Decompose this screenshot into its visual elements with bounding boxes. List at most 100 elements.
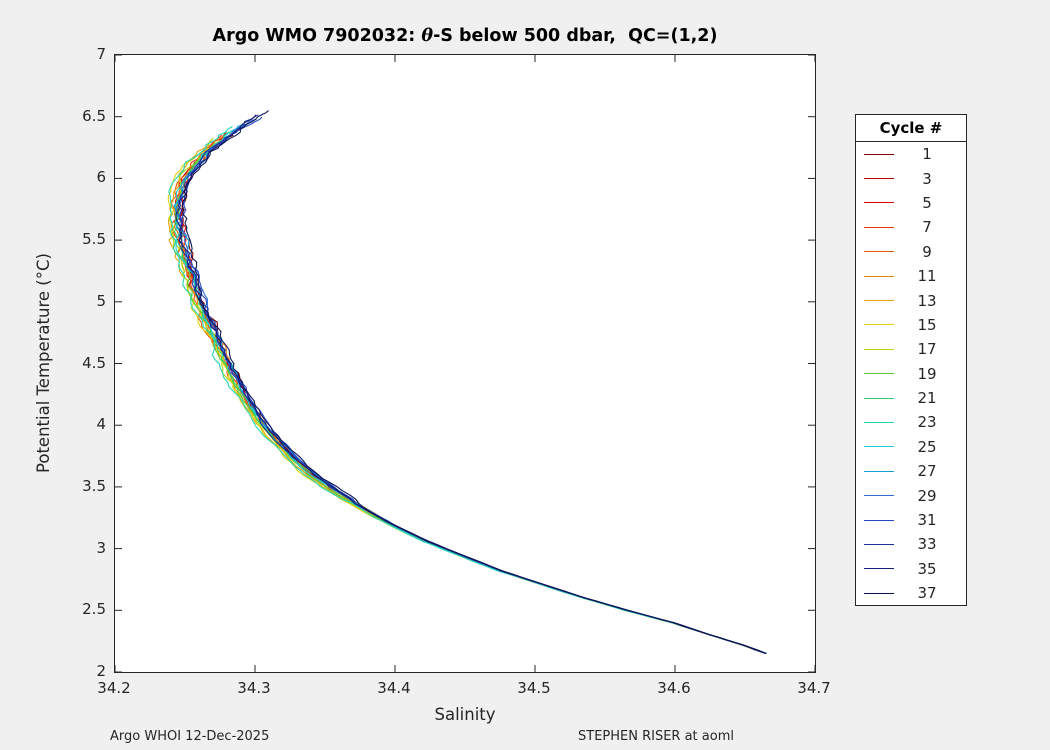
cycle-curve-25: [174, 123, 767, 655]
theta-s-curves: [115, 55, 815, 672]
legend-item-label: 29: [917, 486, 937, 505]
legend-items: 1 3 5 7 9 11 13 15 17 19 21 23 25 27 29 31 33 35 37: [856, 142, 966, 605]
cycle-curve-13: [167, 141, 767, 655]
x-tick-label: 34.4: [377, 679, 411, 697]
cycle-curve-35: [175, 114, 766, 655]
x-tick-label: 34.7: [797, 679, 831, 697]
legend-item-label: 1: [922, 145, 932, 164]
cycle-curve-27: [173, 123, 767, 655]
y-tick-label: 2.5: [82, 600, 106, 619]
cycle-curve-31: [178, 116, 766, 655]
legend-item: 11: [856, 264, 966, 288]
chart-title-suffix: -S below 500 dbar, QC=(1,2): [433, 26, 718, 46]
footer-right: STEPHEN RISER at aoml: [578, 729, 734, 744]
legend-item: 21: [856, 386, 966, 410]
legend-line-sample: [864, 348, 894, 350]
legend-item-label: 3: [922, 169, 932, 188]
legend-line-sample: [864, 300, 894, 302]
legend-line-sample: [864, 421, 894, 423]
x-tick-label: 34.5: [517, 679, 551, 697]
legend-item-label: 33: [917, 535, 937, 554]
legend-item-label: 21: [917, 389, 937, 408]
y-tick-label: 5.5: [82, 230, 106, 249]
legend-item-label: 11: [917, 267, 937, 286]
legend-item: 9: [856, 240, 966, 264]
cycle-curve-3: [175, 131, 767, 655]
legend-line-sample: [864, 251, 894, 253]
legend-line-sample: [864, 495, 894, 497]
theta-symbol: θ: [421, 26, 434, 46]
legend-item-label: 31: [917, 511, 937, 530]
legend-line-sample: [864, 446, 894, 448]
cycle-curve-19: [174, 132, 767, 655]
legend-line-sample: [864, 519, 894, 521]
cycle-curve-33: [177, 114, 766, 655]
cycle-curve-7: [170, 134, 767, 655]
legend-item-label: 15: [917, 315, 937, 334]
cycle-curve-5: [178, 137, 767, 655]
legend-line-sample: [864, 324, 894, 326]
legend-item-label: 35: [917, 559, 937, 578]
cycle-curve-29: [175, 118, 767, 655]
footer-left: Argo WHOI 12-Dec-2025: [110, 729, 270, 744]
legend-line-sample: [864, 470, 894, 472]
legend-line-sample: [864, 397, 894, 399]
cycle-curve-23: [168, 126, 767, 655]
legend-item: 7: [856, 215, 966, 239]
legend-item: 1: [856, 142, 966, 166]
cycle-curve-37: [181, 110, 767, 655]
legend-item: 35: [856, 557, 966, 581]
legend-line-sample: [864, 226, 894, 228]
legend-item: 15: [856, 313, 966, 337]
legend-item: 31: [856, 508, 966, 532]
legend-item-label: 25: [917, 437, 937, 456]
y-tick-label: 4.5: [82, 353, 106, 372]
y-tick-label: 6.5: [82, 106, 106, 125]
plot-area: [114, 54, 816, 673]
cycle-curve-15: [167, 144, 766, 655]
y-tick-label: 2: [96, 662, 106, 680]
x-tick-label: 34.6: [657, 679, 691, 697]
legend-item-label: 19: [917, 364, 937, 383]
cycle-curve-21: [173, 128, 767, 655]
legend-item: 19: [856, 362, 966, 386]
y-tick-label: 4: [96, 415, 106, 434]
chart-title-prefix: Argo WMO 7902032:: [212, 26, 422, 46]
legend: Cycle # 1 3 5 7 9 11 13 15 17 19 21 23 25 27 29 31 33 35 3…: [855, 114, 967, 607]
cycle-curve-1: [180, 134, 767, 655]
legend-line-sample: [864, 373, 894, 375]
y-tick-label: 3: [96, 538, 106, 557]
legend-item: 25: [856, 435, 966, 459]
y-tick-label: 7: [96, 45, 106, 63]
legend-item: 29: [856, 483, 966, 507]
legend-item-label: 37: [917, 584, 937, 603]
x-tick-label: 34.2: [97, 679, 131, 697]
legend-item: 37: [856, 581, 966, 605]
legend-item-label: 9: [922, 242, 932, 261]
legend-item-label: 5: [922, 193, 932, 212]
y-tick-label: 6: [96, 168, 106, 187]
legend-line-sample: [864, 178, 894, 180]
legend-item: 13: [856, 288, 966, 312]
legend-title: Cycle #: [856, 115, 966, 142]
chart-title: Argo WMO 7902032: θ-S below 500 dbar, QC…: [115, 26, 815, 46]
legend-line-sample: [864, 275, 894, 277]
legend-line-sample: [864, 153, 894, 155]
legend-line-sample: [864, 202, 894, 204]
legend-item-label: 17: [917, 340, 937, 359]
legend-item: 3: [856, 166, 966, 190]
cycle-curve-17: [171, 137, 767, 655]
legend-item-label: 13: [917, 291, 937, 310]
cycle-curve-9: [171, 137, 767, 655]
legend-item: 33: [856, 532, 966, 556]
x-axis-label: Salinity: [434, 705, 496, 724]
legend-item-label: 7: [922, 218, 932, 237]
legend-item: 17: [856, 337, 966, 361]
legend-line-sample: [864, 543, 894, 545]
legend-line-sample: [864, 568, 894, 570]
legend-item-label: 27: [917, 462, 937, 481]
legend-line-sample: [864, 592, 894, 594]
y-tick-label: 3.5: [82, 476, 106, 495]
y-tick-label: 5: [96, 291, 106, 310]
